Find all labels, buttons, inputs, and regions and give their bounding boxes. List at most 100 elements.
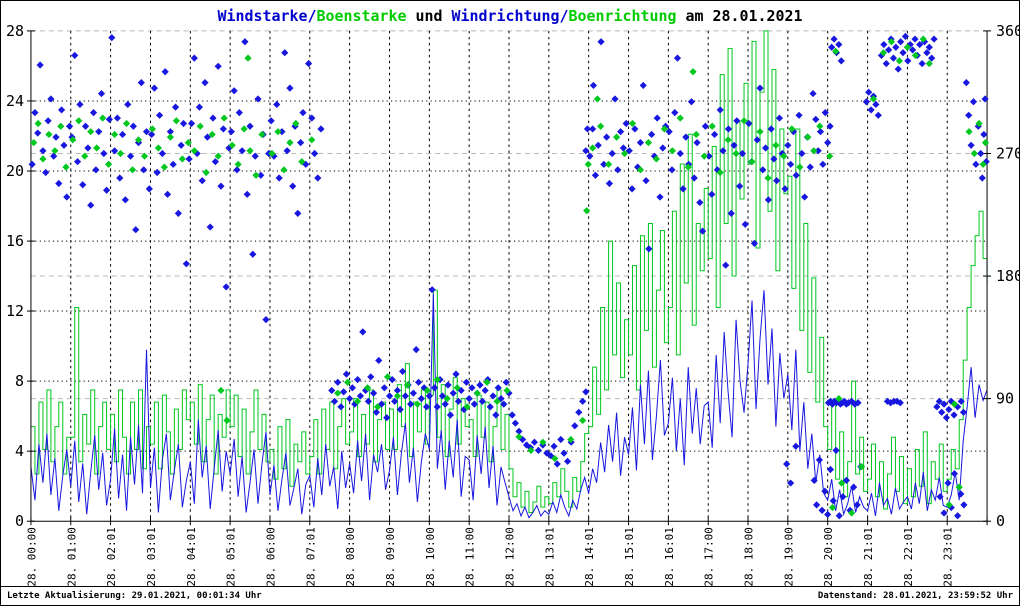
windrichtung-point [60,141,68,149]
windrichtung-point [591,171,600,179]
windrichtung-point [775,114,784,122]
windrichtung-point [169,160,177,168]
windrichtung-point [756,84,764,92]
windrichtung-point [787,160,795,168]
boenrichtung-point [981,139,990,147]
boenrichtung-point [979,160,987,168]
boenrichtung-point [764,174,772,182]
windrichtung-point [671,109,679,117]
chart-title: Windstarke/Boenstarke und Windrichtung/B… [217,7,802,25]
boenrichtung-point [62,163,70,171]
x-axis-labels: 28. 00:00 28. 01:00 28. 02:01 28. 03:01 28. … [25,527,954,586]
windrichtung-point [140,166,148,174]
windrichtung-point [305,59,313,68]
windrichtung-point [150,84,158,92]
windrichtung-point [730,141,738,149]
windrichtung-point [830,35,838,43]
windrichtung-point [486,403,494,411]
left-axis-tick-label: 12 [6,302,24,320]
windrichtung-point [722,261,730,269]
windrichtung-point [550,442,558,450]
windrichtung-point [639,81,647,89]
windrichtung-point [52,133,60,141]
x-axis-tick-label: 28. 23:01 [942,527,955,586]
windrichtung-point [148,130,156,139]
windrichtung-point [129,122,137,130]
windrichtung-point [246,122,254,130]
windrichtung-point [928,54,936,62]
windrichtung-point [821,487,829,495]
windrichtung-point [190,54,198,62]
windrichtung-point [328,386,336,395]
boenrichtung-point [584,160,592,168]
windrichtung-point [733,117,741,125]
boenrichtung-point [208,130,216,139]
x-axis-tick-label: 28. 09:00 [384,527,397,586]
windrichtung-point [446,411,455,419]
windrichtung-point [980,130,988,139]
windrichtung-point [337,403,345,411]
windrichtung-point [713,166,721,174]
windrichtung-point [904,57,912,65]
windrichtung-point [393,386,402,395]
windrichtung-point [481,386,489,395]
windrichtung-point [862,98,870,106]
windrichtung-point [687,98,696,106]
boenrichtung-point [539,438,547,446]
title-segment: Windstarke/ [217,7,316,25]
windrichtung-point [736,182,744,190]
boenrichtung-point [869,95,878,103]
windrichtung-point [724,125,733,133]
windrichtung-point [885,46,893,54]
windrichtung-point [828,43,836,51]
title-segment: Boenrichtung [569,7,677,25]
windrichtung-point [741,220,749,228]
windrichtung-point [982,158,990,166]
windrichtung-point [957,490,965,498]
boenrichtung-point [970,149,978,158]
windrichtung-point [835,40,843,49]
windrichtung-point [412,346,420,354]
windrichtung-point [981,95,989,103]
left-axis-tick-label: 20 [6,162,24,180]
left-axis-tick-label: 8 [15,372,24,390]
windrichtung-point [925,43,933,51]
windrichtung-point [89,109,98,117]
boenrichtung-point [134,136,143,144]
windrichtung-point [872,100,880,109]
boenrichtung-point [945,501,953,509]
boenrichtung-point [903,43,912,51]
gust-speed-line [30,30,988,513]
windrichtung-point [92,166,100,174]
windrichtung-point [36,61,44,69]
windrichtung-point [227,128,235,136]
windrichtung-point [819,160,827,168]
windstarke-series-path [30,290,988,519]
windrichtung-point [787,479,795,487]
windrichtung-point [201,79,209,87]
windrichtung-point [586,152,594,160]
left-axis-tick-label: 0 [15,512,24,530]
windrichtung-point [659,144,667,152]
boenrichtung-point [413,400,421,408]
boenrichtung-point [344,378,352,386]
windrichtung-point [42,168,50,177]
windrichtung-point [235,109,243,117]
boenrichtung-point [515,433,523,441]
windrichtung-point [656,193,664,201]
boenrichtung-point [178,155,186,163]
boenrichtung-point [393,392,402,400]
windrichtung-point [65,122,74,130]
windrichtung-point [967,141,975,149]
windrichtung-point [614,166,622,174]
boenrichtung-point [87,128,95,136]
windrichtung-point [385,392,394,400]
windrichtung-point [835,512,843,520]
windrichtung-point [880,40,888,49]
windrichtung-point [182,260,190,268]
windrichtung-point [317,125,325,133]
windrichtung-point [954,512,962,520]
windrichtung-point [163,190,172,198]
right-axis-tick-label: 90 [996,390,1014,408]
boenrichtung-point [780,152,788,160]
